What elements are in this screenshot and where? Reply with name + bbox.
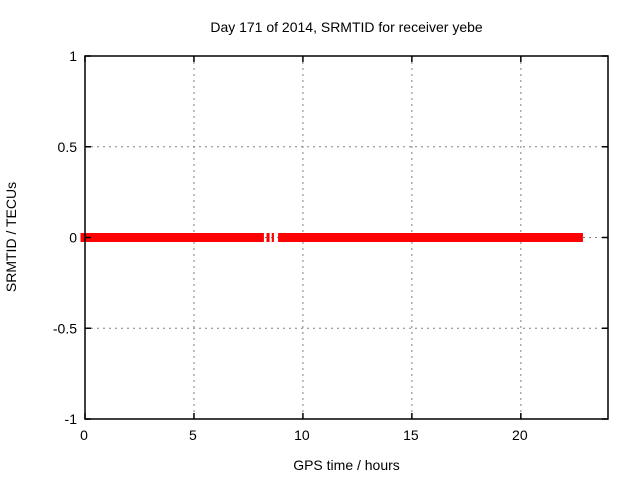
data-series-segment bbox=[80, 233, 264, 242]
x-tick-label: 5 bbox=[189, 427, 197, 443]
x-axis-label: GPS time / hours bbox=[293, 457, 400, 473]
x-tick-label: 15 bbox=[403, 427, 419, 443]
x-tick-label: 0 bbox=[80, 427, 88, 443]
chart-title: Day 171 of 2014, SRMTID for receiver yeb… bbox=[210, 19, 483, 35]
x-tick-label: 20 bbox=[512, 427, 528, 443]
data-series-segment bbox=[266, 233, 270, 242]
data-series-segment bbox=[278, 233, 583, 242]
y-tick-label: 0 bbox=[69, 230, 77, 246]
y-tick-label: 0.5 bbox=[58, 139, 78, 155]
y-tick-label: -1 bbox=[65, 411, 78, 427]
y-axis-label: SRMTID / TECUs bbox=[3, 181, 19, 293]
y-tick-label: -0.5 bbox=[53, 320, 77, 336]
x-tick-label: 10 bbox=[294, 427, 310, 443]
data-series-segment bbox=[271, 233, 274, 242]
y-tick-label: 1 bbox=[69, 48, 77, 64]
